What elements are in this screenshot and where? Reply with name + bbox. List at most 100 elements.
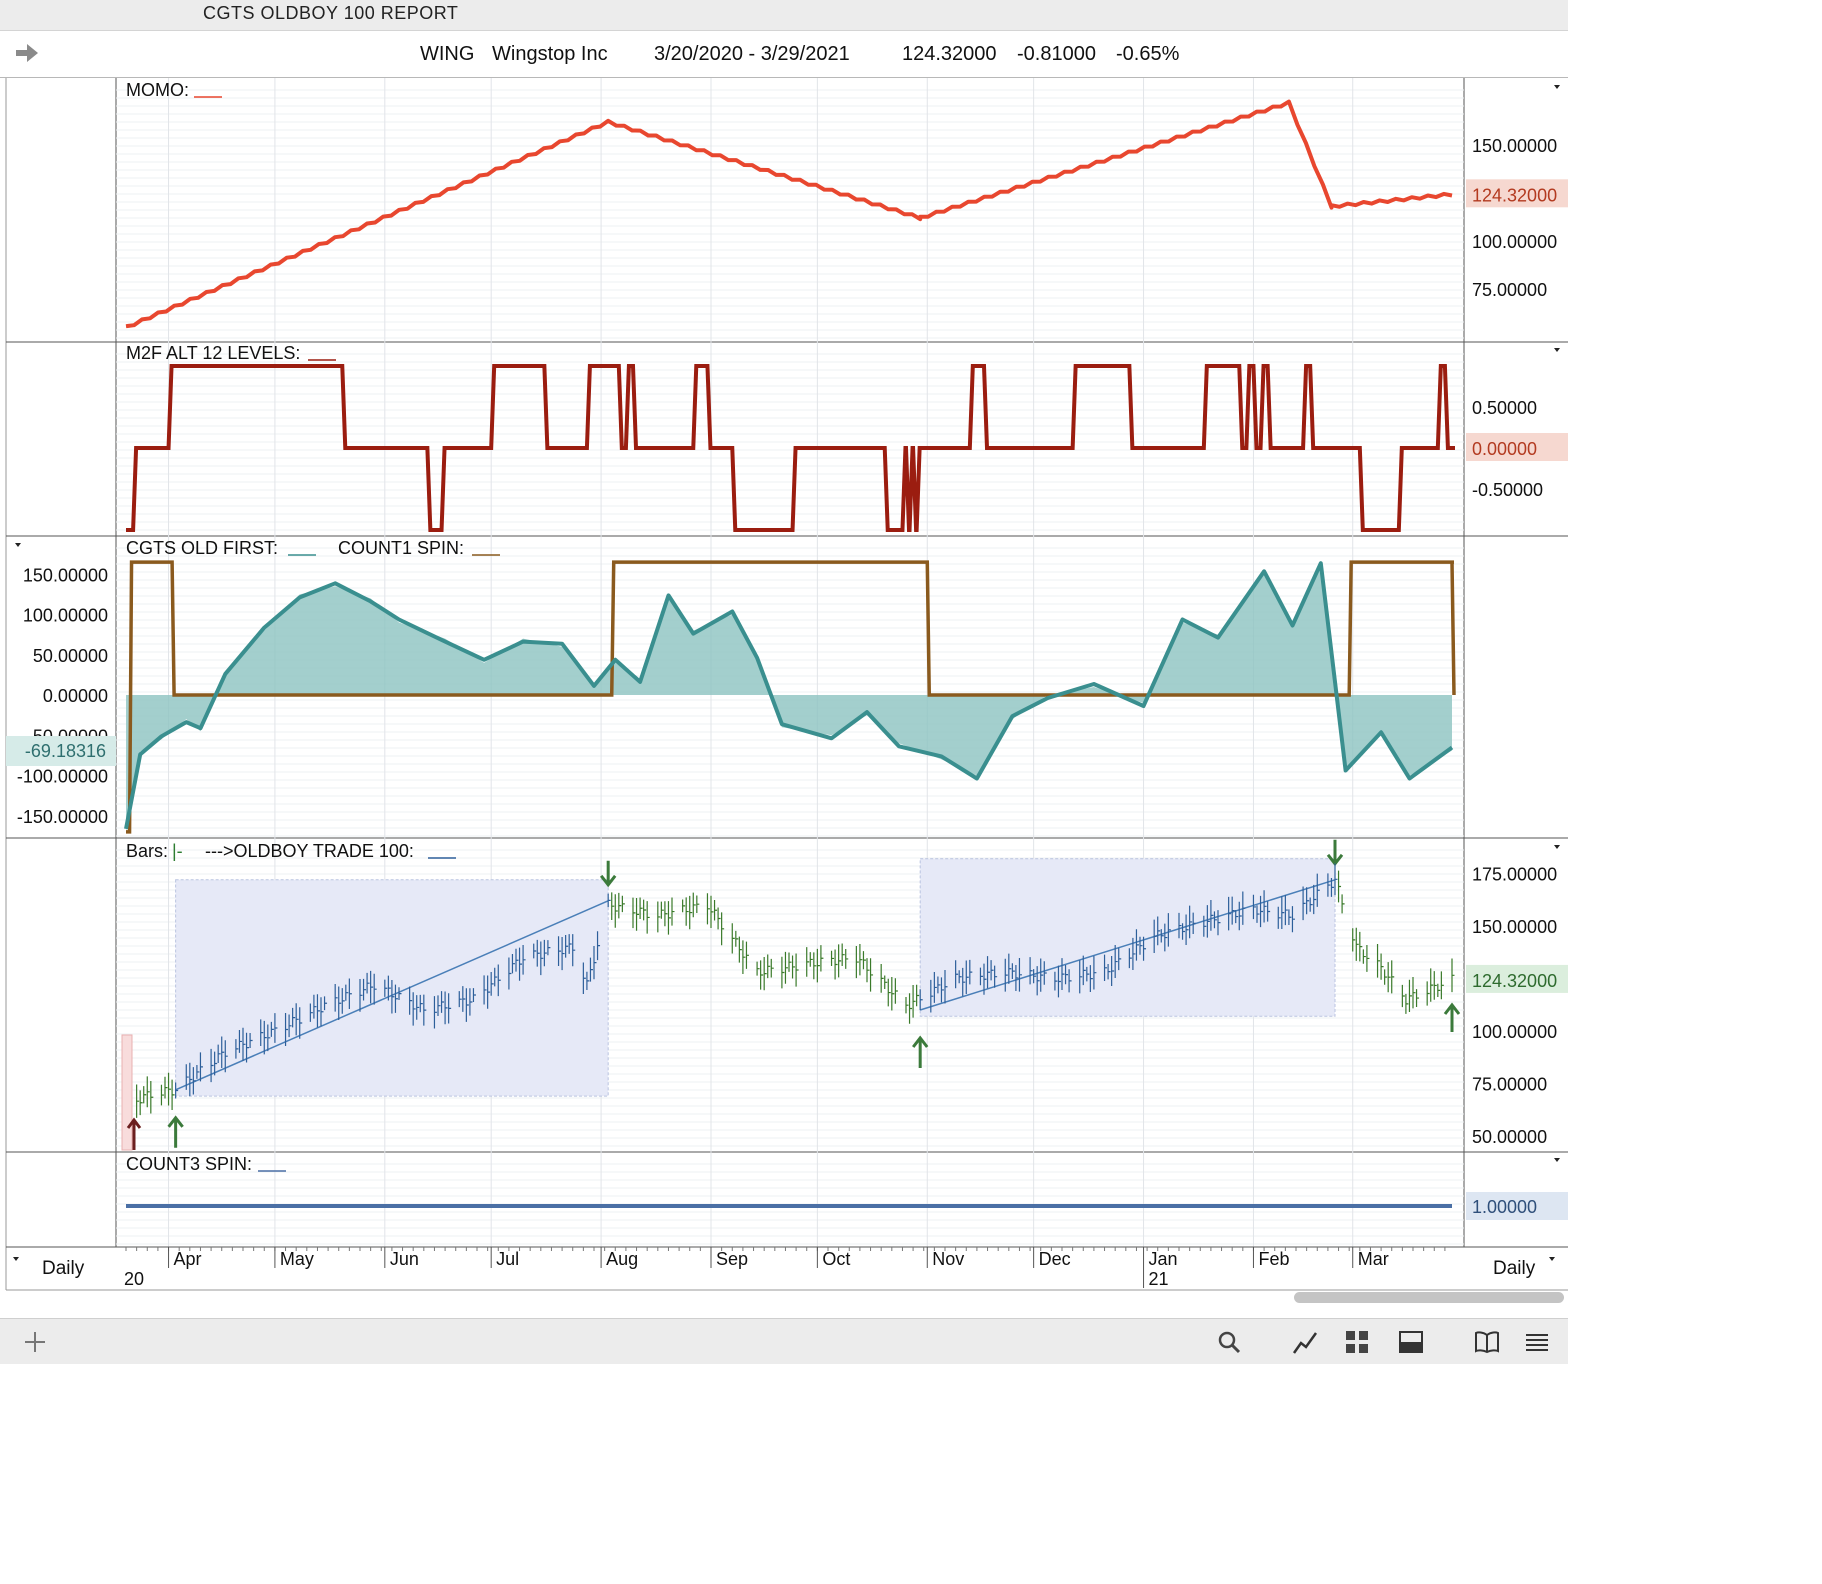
forward-arrow-icon[interactable] [14, 42, 40, 64]
chart-canvas[interactable]: MOMO: 150.00000 124.32000 100.00000 75.00000… [0, 0, 1568, 1318]
panel-icon[interactable] [1398, 1329, 1424, 1355]
price-bar [292, 1007, 296, 1028]
price-bar [781, 956, 785, 989]
cgts-tick-label: -150.00000 [17, 807, 108, 827]
price-bar [1089, 965, 1093, 993]
momo-tick-label: 150.00000 [1472, 136, 1557, 156]
x-month-label: Sep [716, 1249, 748, 1269]
price-bar [589, 957, 593, 982]
period-label-left[interactable]: Daily [42, 1258, 85, 1279]
price-bar [1355, 927, 1359, 961]
window-titlebar: CGTS OLDBOY 100 REPORT [0, 0, 1568, 31]
price-bar [682, 899, 686, 913]
price-bar [522, 945, 526, 975]
panel-menu-icon [13, 1257, 19, 1261]
price-bar [1401, 984, 1405, 1008]
price-bar [394, 984, 398, 1013]
book-icon[interactable] [1474, 1329, 1500, 1355]
price-bar [1040, 958, 1044, 992]
price-bar [483, 975, 487, 1005]
price-bar [1015, 964, 1019, 991]
price-bar [607, 893, 611, 908]
price-bar [880, 963, 884, 993]
x-month-label: Nov [932, 1249, 964, 1269]
grid-layout-icon[interactable] [1344, 1329, 1370, 1355]
count1-spin-line [126, 560, 1456, 834]
x-year-label: 20 [124, 1269, 144, 1289]
m2f-tick-label: -0.50000 [1472, 480, 1543, 500]
menu-icon[interactable] [1524, 1329, 1550, 1355]
price-bar [689, 895, 693, 930]
price-bar [919, 989, 923, 1011]
price-bar [1238, 901, 1242, 931]
price-bar [440, 991, 445, 1013]
price-bar [1054, 971, 1058, 991]
horizontal-scrollbar[interactable] [1294, 1292, 1564, 1303]
price-bar [274, 1013, 278, 1043]
price-bar [1256, 905, 1260, 923]
add-icon[interactable] [22, 1329, 48, 1355]
price-bar [816, 948, 820, 983]
price-bar [696, 895, 700, 913]
price-bar [1189, 905, 1193, 939]
price-bar [962, 967, 966, 997]
price-bar [224, 1040, 228, 1073]
price-bar [770, 958, 774, 978]
price-bar [533, 943, 537, 959]
m2f-tick-label: 0.50000 [1472, 398, 1537, 418]
price-bar [735, 930, 739, 947]
price-bar [398, 987, 402, 1000]
price-bar [830, 950, 835, 967]
bars-title: Bars: [126, 841, 168, 861]
price-bar [958, 970, 962, 984]
price-bar [894, 978, 898, 1004]
line-chart-icon[interactable] [1292, 1329, 1318, 1355]
price-bar [416, 995, 420, 1020]
search-icon[interactable] [1216, 1329, 1242, 1355]
price-bar [618, 892, 622, 919]
price-bar [189, 1062, 193, 1097]
price-bar [1313, 884, 1317, 915]
price-bar [593, 945, 597, 980]
price-bar [1132, 937, 1136, 970]
m2f-last-value-box [1466, 433, 1568, 461]
price-bar [1093, 955, 1097, 990]
price-bar [419, 994, 423, 1013]
price-bar [1451, 958, 1455, 993]
price-bar [767, 954, 771, 979]
count3-last-value-box [1466, 1192, 1568, 1220]
price-bar [1341, 894, 1345, 914]
trade-box [919, 858, 1336, 1017]
period-label-right[interactable]: Daily [1493, 1258, 1536, 1279]
count3-spin-title: COUNT3 SPIN: [126, 1154, 252, 1174]
price-bar [596, 931, 601, 961]
price-bar [146, 1076, 150, 1108]
price-bar [458, 991, 462, 1008]
price-bar [639, 897, 643, 919]
bars-title-suffix: |- [172, 841, 183, 861]
price-bar [1259, 895, 1264, 928]
cgts-tick-label: 150.00000 [23, 565, 108, 585]
price-bar [862, 951, 866, 970]
price-bar [1210, 899, 1214, 931]
price-bar [1114, 945, 1118, 979]
price-bar [912, 984, 916, 1018]
price-bar [373, 973, 377, 1005]
header-last-price: 124.32000 [902, 43, 997, 65]
price-bar [341, 988, 345, 1014]
header-date-range: 3/20/2020 - 3/29/2021 [654, 43, 850, 65]
price-bar [1426, 981, 1430, 1006]
price-bar [494, 967, 498, 987]
panel-menu-icon [1554, 85, 1560, 89]
price-bar [1242, 891, 1246, 925]
price-bar [1252, 894, 1256, 920]
price-bar [217, 1044, 221, 1064]
price-bar [1376, 943, 1381, 978]
oldboy-trade-title: --->OLDBOY TRADE 100: [205, 841, 414, 861]
price-bar [1118, 947, 1122, 971]
momo-tick-label: 124.32000 [1472, 185, 1557, 205]
price-bar [1362, 949, 1366, 964]
price-bar [1359, 931, 1363, 962]
price-bar [955, 960, 959, 989]
x-month-label: Apr [174, 1249, 202, 1269]
